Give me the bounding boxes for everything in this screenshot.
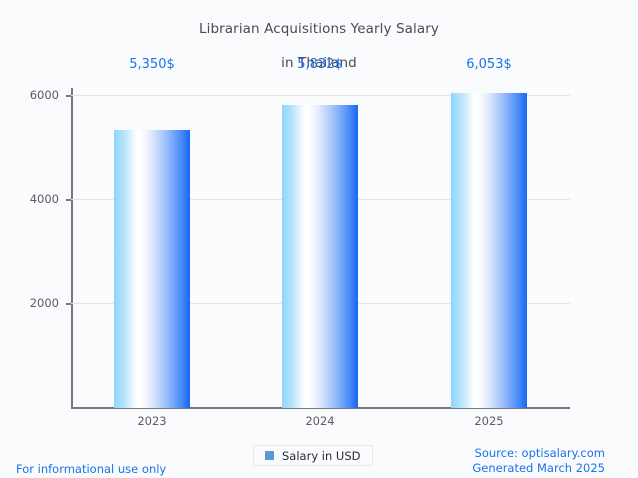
tick-mark-2000 [66,303,71,305]
chart-title-line-2: in Thailand [281,55,357,71]
x-axis-label-2024: 2024 [305,414,335,428]
value-label-2025: 6,053$ [466,57,512,72]
source-text: Source: optisalary.com [474,446,605,460]
legend[interactable]: Salary in USD [253,445,373,466]
x-axis-label-2025: 2025 [474,414,504,428]
informational-use-note: For informational use only [16,462,167,476]
tick-mark-4000 [66,199,71,201]
plot-area: 6000 4000 2000 [30,88,570,408]
tick-mark-6000 [66,95,71,97]
chart-title-line-1: Librarian Acquisitions Yearly Salary [199,21,439,37]
bar-2025[interactable] [451,93,527,408]
y-tick-label-4000: 4000 [29,192,59,206]
bar-2024[interactable] [282,105,358,408]
legend-label-salary-in-usd: Salary in USD [282,448,361,463]
y-tick-label-6000: 6000 [29,88,59,102]
source-attribution: Source: optisalary.com Generated March 2… [472,446,605,476]
x-axis-label-2023: 2023 [137,414,167,428]
y-axis-line [71,88,73,409]
chart-title: Librarian Acquisitions Yearly Salary in … [0,4,638,72]
legend-swatch-icon [265,451,274,460]
bar-2023[interactable] [114,130,190,408]
y-tick-label-2000: 2000 [29,296,59,310]
generated-date-text: Generated March 2025 [472,461,605,475]
value-label-2023: 5,350$ [129,57,175,72]
gridline-6000 [71,95,570,96]
value-label-2024: 5,832$ [297,57,343,72]
